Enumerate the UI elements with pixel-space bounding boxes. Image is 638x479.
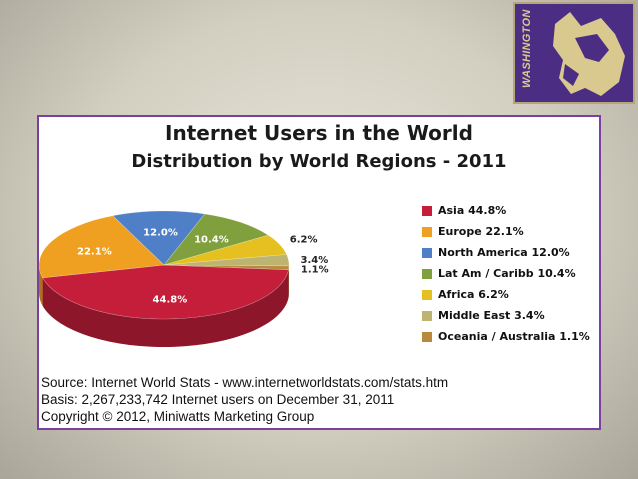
legend-label: Lat Am / Caribb 10.4%	[438, 267, 576, 280]
pie-slice-europe	[39, 215, 165, 279]
legend-item-lat-am-caribb: Lat Am / Caribb 10.4%	[422, 267, 576, 280]
data-label-asia: 44.8%	[153, 294, 188, 305]
pie-slice-asia	[42, 264, 289, 320]
data-label-europe: 22.1%	[77, 246, 112, 257]
legend-swatch	[422, 331, 432, 342]
pie-slice-north-america	[112, 210, 206, 266]
source-line-3: Copyright © 2012, Miniwatts Marketing Gr…	[41, 409, 315, 424]
legend-label: Asia 44.8%	[438, 204, 507, 217]
legend-swatch	[422, 268, 432, 279]
legend-swatch	[422, 310, 432, 321]
data-label-oceania-australia: 1.1%	[301, 265, 329, 276]
legend-label: Africa 6.2%	[438, 288, 509, 301]
data-label-north-america: 12.0%	[143, 228, 178, 239]
legend-item-north-america: North America 12.0%	[422, 246, 570, 259]
legend-swatch	[422, 205, 432, 216]
chart-title: Internet Users in the World	[165, 121, 473, 145]
pie-slice-middle-east	[163, 254, 290, 267]
source-line-2: Basis: 2,267,233,742 Internet users on D…	[41, 392, 395, 407]
pie-slice-lat-am-caribb	[163, 213, 269, 266]
legend-item-africa: Africa 6.2%	[422, 288, 509, 301]
legend-item-asia: Asia 44.8%	[422, 204, 506, 217]
legend-item-oceania-australia: Oceania / Australia 1.1%	[422, 330, 590, 343]
data-label-middle-east: 3.4%	[301, 255, 329, 266]
pie-side-asia	[42, 269, 289, 347]
legend-item-europe: Europe 22.1%	[422, 225, 524, 238]
data-label-lat-am-caribb: 10.4%	[194, 235, 229, 246]
legend-label: Europe 22.1%	[438, 225, 524, 238]
legend-swatch	[422, 289, 432, 300]
chart-panel: Internet Users in the World Distribution…	[37, 115, 601, 430]
legend-label: North America 12.0%	[438, 246, 570, 259]
logo-text: WASHINGTON	[521, 9, 533, 88]
legend-swatch	[422, 247, 432, 258]
pie-slice-oceania-australia	[163, 264, 290, 271]
pie-chart: 44.8% 22.1% 12.0% 10.4% 6.2% 3.4%1.1%	[39, 210, 329, 347]
pie-side-europe	[39, 265, 43, 306]
legend-item-middle-east: Middle East 3.4%	[422, 309, 545, 322]
source-line-1: Source: Internet World Stats - www.inter…	[41, 375, 449, 390]
husky-icon	[553, 12, 625, 96]
source-note: Source: Internet World Stats - www.inter…	[41, 374, 448, 425]
chart-subtitle: Distribution by World Regions - 2011	[131, 151, 507, 172]
data-label-africa: 6.2%	[290, 234, 318, 245]
legend-swatch	[422, 226, 432, 237]
legend-label: Oceania / Australia 1.1%	[438, 330, 590, 343]
legend-label: Middle East 3.4%	[438, 309, 545, 322]
washington-logo: WASHINGTON	[513, 2, 635, 104]
pie-slice-africa	[163, 234, 288, 266]
